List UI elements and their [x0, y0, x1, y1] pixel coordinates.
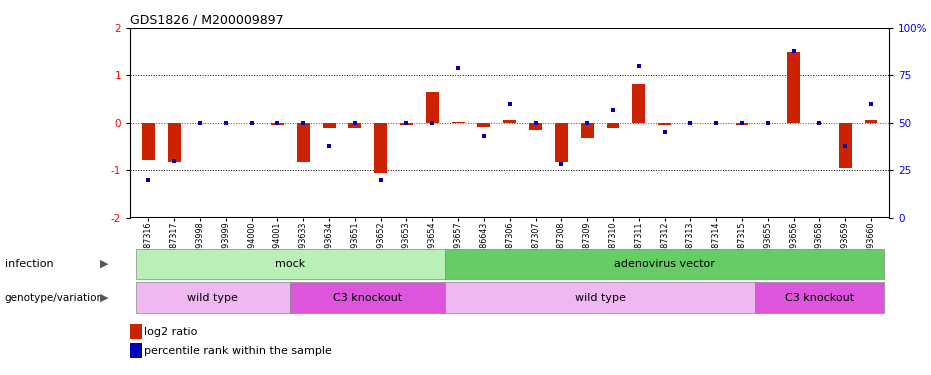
Bar: [581, 123, 594, 138]
Point: [296, 120, 311, 126]
Bar: [504, 120, 516, 123]
Bar: [297, 123, 310, 162]
FancyBboxPatch shape: [445, 282, 755, 313]
Point: [347, 120, 362, 126]
Bar: [400, 123, 413, 125]
Bar: [839, 123, 852, 168]
Point: [451, 65, 466, 71]
Bar: [632, 84, 645, 123]
Point: [321, 142, 336, 148]
Point: [528, 120, 543, 126]
FancyBboxPatch shape: [290, 282, 445, 313]
Point: [219, 120, 234, 126]
Point: [683, 120, 698, 126]
Bar: [555, 123, 568, 162]
Bar: [606, 123, 619, 128]
Bar: [348, 123, 361, 128]
Bar: [865, 120, 878, 123]
Text: C3 knockout: C3 knockout: [785, 293, 854, 303]
Point: [631, 63, 646, 69]
Text: genotype/variation: genotype/variation: [5, 293, 103, 303]
Point: [657, 129, 672, 135]
Point: [373, 177, 388, 183]
Point: [141, 177, 155, 183]
Bar: [323, 123, 335, 129]
Point: [167, 158, 182, 164]
Point: [399, 120, 414, 126]
Point: [580, 120, 595, 126]
FancyBboxPatch shape: [445, 249, 884, 279]
Point: [554, 162, 569, 168]
Text: wild type: wild type: [187, 293, 238, 303]
Bar: [374, 123, 387, 172]
Bar: [425, 92, 439, 123]
Bar: [271, 123, 284, 125]
Text: log2 ratio: log2 ratio: [144, 327, 197, 337]
Point: [761, 120, 776, 126]
Text: ▶: ▶: [100, 259, 109, 269]
Point: [477, 133, 492, 139]
Bar: [788, 52, 800, 123]
FancyBboxPatch shape: [755, 282, 884, 313]
Bar: [658, 123, 671, 125]
Point: [735, 120, 749, 126]
Text: mock: mock: [276, 259, 305, 269]
Point: [244, 120, 259, 126]
Bar: [168, 123, 181, 162]
Text: percentile rank within the sample: percentile rank within the sample: [144, 346, 332, 355]
Point: [270, 120, 285, 126]
Point: [786, 48, 801, 54]
Point: [605, 106, 620, 112]
Point: [864, 101, 879, 107]
Bar: [452, 122, 465, 123]
Bar: [142, 123, 155, 160]
Point: [425, 120, 439, 126]
Point: [838, 142, 853, 148]
Point: [708, 120, 723, 126]
Bar: [735, 123, 749, 125]
FancyBboxPatch shape: [136, 282, 290, 313]
FancyBboxPatch shape: [136, 249, 445, 279]
Text: infection: infection: [5, 259, 53, 269]
Bar: [478, 123, 491, 127]
Text: C3 knockout: C3 knockout: [333, 293, 402, 303]
Text: wild type: wild type: [574, 293, 626, 303]
Bar: [529, 123, 542, 130]
Point: [503, 101, 518, 107]
Point: [193, 120, 208, 126]
Point: [812, 120, 827, 126]
Text: adenovirus vector: adenovirus vector: [614, 259, 715, 269]
Text: ▶: ▶: [100, 293, 109, 303]
Text: GDS1826 / M200009897: GDS1826 / M200009897: [130, 14, 284, 27]
